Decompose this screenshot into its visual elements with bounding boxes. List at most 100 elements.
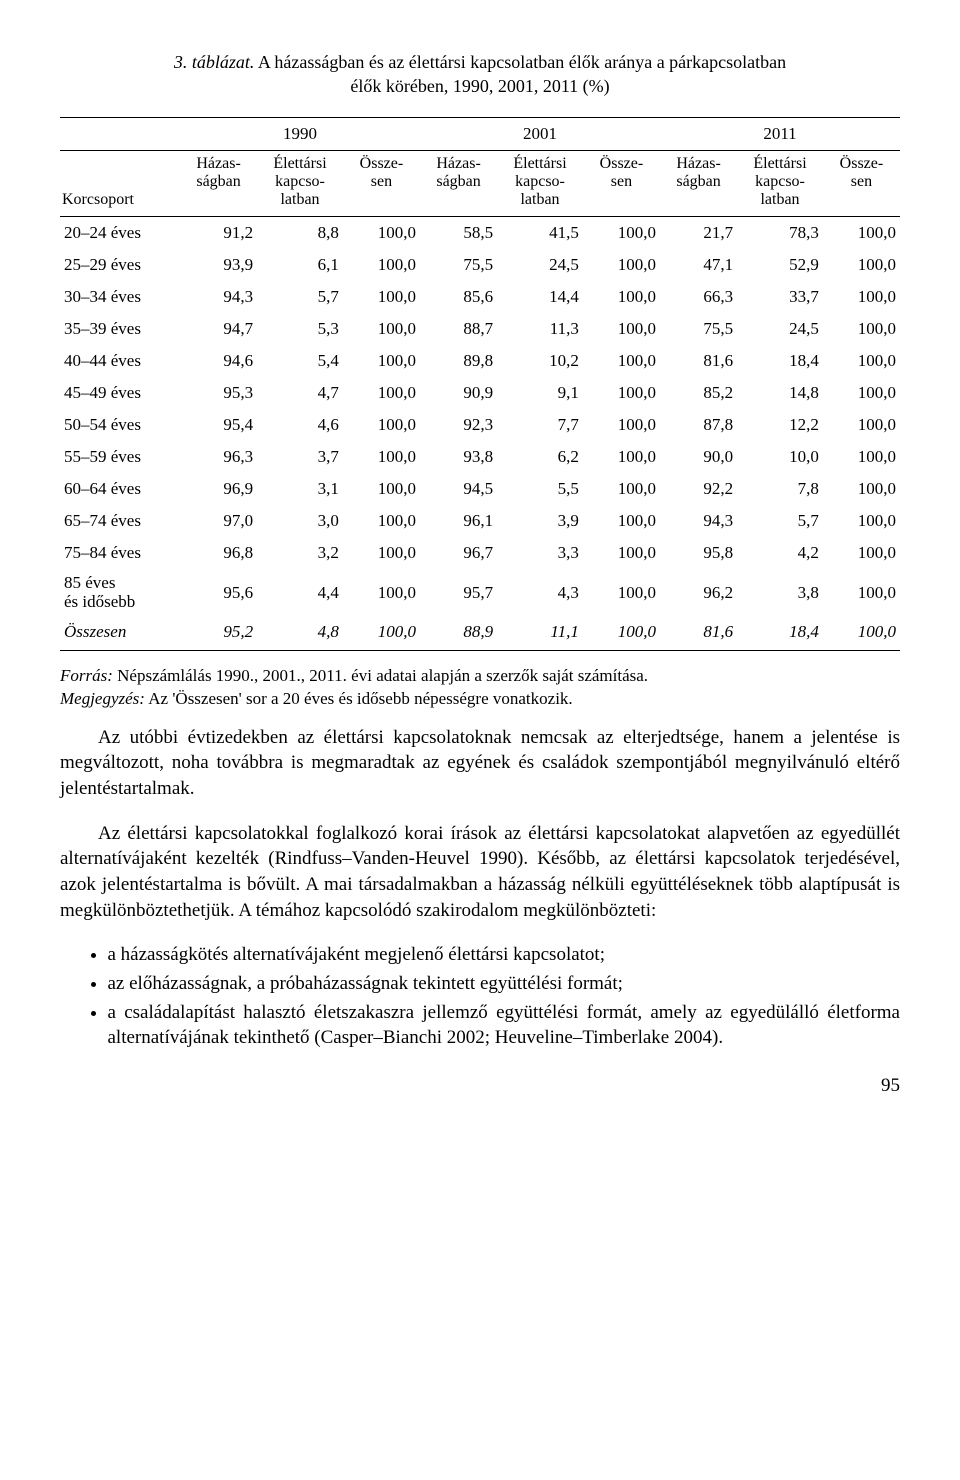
cell: 100,0 — [823, 473, 900, 505]
row-label: 45–49 éves — [60, 377, 180, 409]
cell: 11,3 — [497, 313, 583, 345]
cell: 5,7 — [257, 281, 343, 313]
cell: 78,3 — [737, 216, 823, 249]
row-label: 50–54 éves — [60, 409, 180, 441]
cell: 24,5 — [497, 249, 583, 281]
cell: 58,5 — [420, 216, 497, 249]
table-row: 30–34 éves94,35,7100,085,614,4100,066,33… — [60, 281, 900, 313]
cell: 100,0 — [583, 616, 660, 651]
col-hazas: Házas-ságban — [660, 150, 737, 216]
source-text: Népszámlálás 1990., 2001., 2011. évi ada… — [113, 666, 648, 685]
cell: 3,1 — [257, 473, 343, 505]
cell: 4,8 — [257, 616, 343, 651]
cell: 100,0 — [823, 569, 900, 616]
cell: 100,0 — [823, 616, 900, 651]
bullet-list: a házasságkötés alternatívájaként megjel… — [60, 942, 900, 1051]
cell: 100,0 — [583, 505, 660, 537]
row-label: 20–24 éves — [60, 216, 180, 249]
cell: 100,0 — [343, 537, 420, 569]
cell: 96,7 — [420, 537, 497, 569]
cell: 100,0 — [823, 249, 900, 281]
cell: 100,0 — [583, 377, 660, 409]
cell: 100,0 — [583, 345, 660, 377]
cell: 14,4 — [497, 281, 583, 313]
row-label: 40–44 éves — [60, 345, 180, 377]
cell: 100,0 — [583, 216, 660, 249]
cell: 100,0 — [823, 313, 900, 345]
table-row-total: Összesen95,24,8100,088,911,1100,081,618,… — [60, 616, 900, 651]
table-row: 25–29 éves93,96,1100,075,524,5100,047,15… — [60, 249, 900, 281]
cell: 4,6 — [257, 409, 343, 441]
cell: 100,0 — [343, 473, 420, 505]
table-source: Forrás: Népszámlálás 1990., 2001., 2011.… — [60, 665, 900, 711]
cell: 90,0 — [660, 441, 737, 473]
cell: 88,9 — [420, 616, 497, 651]
cell: 4,4 — [257, 569, 343, 616]
cell: 96,3 — [180, 441, 257, 473]
cell: 100,0 — [343, 409, 420, 441]
cell: 3,3 — [497, 537, 583, 569]
cell: 95,4 — [180, 409, 257, 441]
cell: 100,0 — [343, 216, 420, 249]
list-item: az előházasságnak, a próbaházasságnak te… — [108, 971, 901, 997]
cell: 96,2 — [660, 569, 737, 616]
table-row: 85 évesés idősebb95,64,4100,095,74,3100,… — [60, 569, 900, 616]
cell: 94,5 — [420, 473, 497, 505]
cell: 100,0 — [343, 377, 420, 409]
cell: 81,6 — [660, 345, 737, 377]
col-osszesen: Össze-sen — [343, 150, 420, 216]
cell: 92,3 — [420, 409, 497, 441]
cell: 94,6 — [180, 345, 257, 377]
cell: 41,5 — [497, 216, 583, 249]
body-paragraph-2: Az élettársi kapcsolatokkal foglalkozó k… — [60, 821, 900, 924]
cell: 14,8 — [737, 377, 823, 409]
cell: 75,5 — [420, 249, 497, 281]
col-elettarsi: Élettársikapcso-latban — [257, 150, 343, 216]
cell: 100,0 — [343, 569, 420, 616]
table-head-row: Korcsoport Házas-ságban Élettársikapcso-… — [60, 150, 900, 216]
cell: 85,2 — [660, 377, 737, 409]
cell: 3,0 — [257, 505, 343, 537]
cell: 33,7 — [737, 281, 823, 313]
cell: 100,0 — [583, 441, 660, 473]
cell: 95,7 — [420, 569, 497, 616]
corner-label: Korcsoport — [60, 150, 180, 216]
cell: 89,8 — [420, 345, 497, 377]
cell: 100,0 — [343, 505, 420, 537]
cell: 100,0 — [583, 473, 660, 505]
page-number: 95 — [60, 1075, 900, 1097]
cell: 3,8 — [737, 569, 823, 616]
cell: 96,1 — [420, 505, 497, 537]
cell: 96,9 — [180, 473, 257, 505]
cell: 94,3 — [660, 505, 737, 537]
cell: 100,0 — [583, 569, 660, 616]
year-2011: 2011 — [660, 117, 900, 150]
cell: 12,2 — [737, 409, 823, 441]
cell: 100,0 — [823, 377, 900, 409]
cell: 4,2 — [737, 537, 823, 569]
col-hazas: Házas-ságban — [180, 150, 257, 216]
cell: 5,3 — [257, 313, 343, 345]
cell: 3,2 — [257, 537, 343, 569]
col-hazas: Házas-ságban — [420, 150, 497, 216]
cell: 10,2 — [497, 345, 583, 377]
cell: 10,0 — [737, 441, 823, 473]
cell: 93,9 — [180, 249, 257, 281]
cell: 18,4 — [737, 616, 823, 651]
cell: 66,3 — [660, 281, 737, 313]
cell: 90,9 — [420, 377, 497, 409]
cell: 100,0 — [823, 537, 900, 569]
cell: 100,0 — [583, 313, 660, 345]
cell: 97,0 — [180, 505, 257, 537]
row-label: 65–74 éves — [60, 505, 180, 537]
source-label: Forrás: — [60, 666, 113, 685]
row-label: 75–84 éves — [60, 537, 180, 569]
row-label: 30–34 éves — [60, 281, 180, 313]
note-text: Az 'Összesen' sor a 20 éves és idősebb n… — [145, 689, 573, 708]
year-2001: 2001 — [420, 117, 660, 150]
row-label: 35–39 éves — [60, 313, 180, 345]
cell: 100,0 — [583, 409, 660, 441]
cell: 5,5 — [497, 473, 583, 505]
list-item: a házasságkötés alternatívájaként megjel… — [108, 942, 901, 968]
cell: 87,8 — [660, 409, 737, 441]
